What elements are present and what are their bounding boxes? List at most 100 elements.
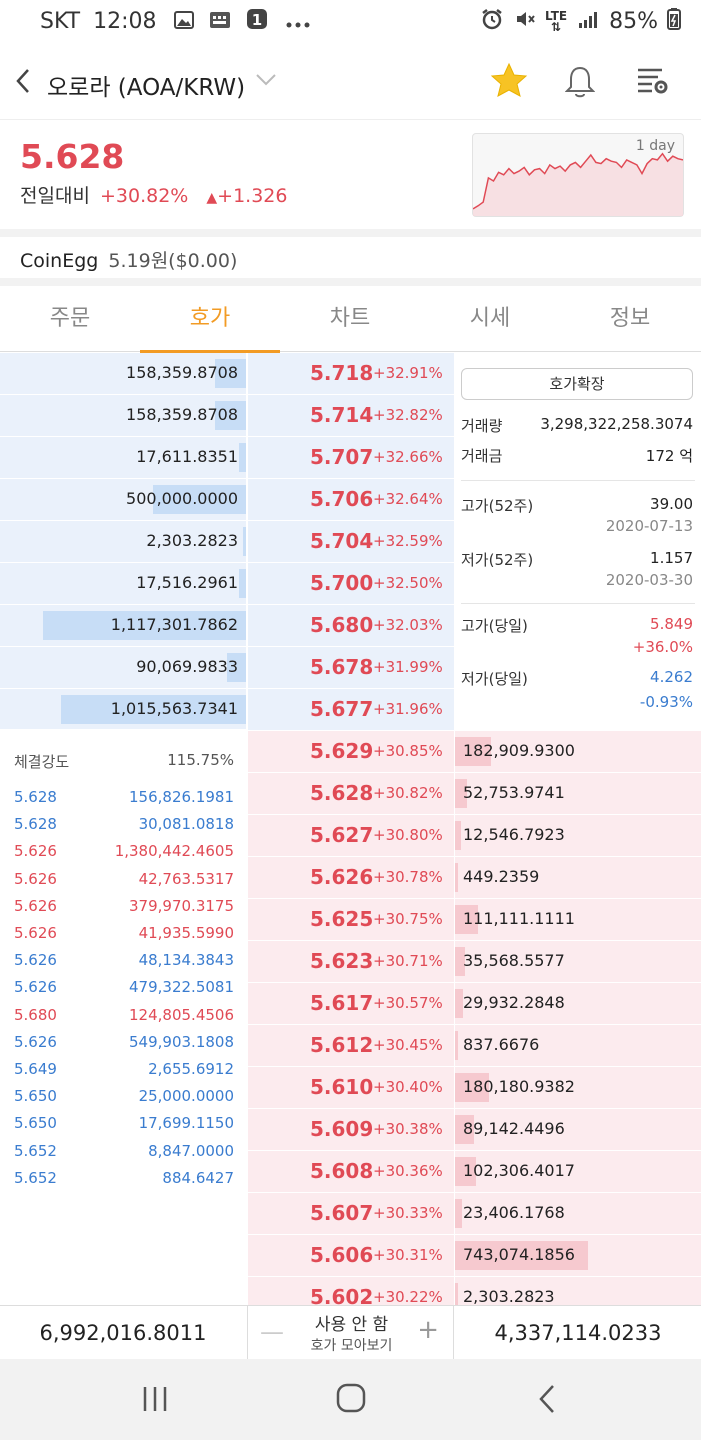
bid-row[interactable]: 5.627 +30.80% 12,546.7923 (248, 815, 701, 857)
bid-qty-cell: 837.6676 (455, 1025, 701, 1066)
amount-value: 172 억 (645, 447, 693, 465)
ask-row[interactable]: 90,069.9833 5.678 +31.99% (0, 647, 455, 689)
tab-orderbook[interactable]: 호가 (140, 286, 280, 353)
trade-qty: 48,134.3843 (138, 951, 234, 970)
sparkline-svg (472, 152, 684, 216)
alarm-button[interactable] (564, 65, 596, 103)
ask-price-cell: 5.704 +32.59% (248, 521, 454, 562)
ask-price: 5.704 (310, 529, 374, 553)
bid-qty-cell: 52,753.9741 (455, 773, 701, 814)
bid-row[interactable]: 5.617 +30.57% 29,932.2848 (248, 983, 701, 1025)
sparkline-area (473, 153, 683, 216)
ask-row[interactable]: 1,117,301.7862 5.680 +32.03% (0, 605, 455, 647)
bid-row[interactable]: 5.606 +30.31% 743,074.1856 (248, 1235, 701, 1277)
bid-row[interactable]: 5.608 +30.36% 102,306.4017 (248, 1151, 701, 1193)
info-divider (461, 480, 695, 481)
orderbook-expand-button[interactable]: 호가확장 (461, 368, 693, 400)
bid-row[interactable]: 5.609 +30.38% 89,142.4496 (248, 1109, 701, 1151)
bid-depth-bar (455, 737, 491, 766)
trade-qty: 1,380,442.4605 (114, 842, 234, 861)
ask-depth-bar (215, 401, 246, 430)
volume-label: 거래량 (461, 417, 503, 435)
bid-pct: +30.38% (373, 1120, 443, 1138)
trade-history-panel: 체결강도 115.75% 5.628 156,826.1981 5.628 30,08… (0, 729, 247, 1305)
tab-market[interactable]: 시세 (469, 306, 511, 331)
bid-depth-bar (455, 1199, 462, 1228)
ask-qty-cell: 158,359.8708 (0, 353, 246, 394)
bid-row[interactable]: 5.628 +30.82% 52,753.9741 (248, 773, 701, 815)
price-summary: 5.628 전일대비 +30.82% ▲+1.326 1 day (0, 121, 701, 229)
ask-row[interactable]: 158,359.8708 5.714 +32.82% (0, 395, 455, 437)
sparkline-line (472, 152, 684, 210)
trade-row: 5.650 17,699.1150 (0, 1114, 247, 1141)
ask-row[interactable]: 158,359.8708 5.718 +32.91% (0, 353, 455, 395)
trade-qty: 2,655.6912 (148, 1060, 234, 1078)
ask-pct: +32.64% (373, 490, 443, 508)
low52-label: 저가(52주) (461, 551, 534, 569)
trade-price: 5.626 (14, 896, 57, 915)
ask-row[interactable]: 17,516.2961 5.700 +32.50% (0, 563, 455, 605)
trade-price: 5.652 (14, 1141, 57, 1160)
bid-depth-bar (455, 821, 461, 850)
bid-total: 4,337,114.0233 (494, 1321, 662, 1345)
ask-qty-cell: 158,359.8708 (0, 395, 246, 436)
bid-depth-bar (455, 779, 467, 808)
bid-price-cell: 5.609 +30.38% (248, 1109, 454, 1150)
ask-row[interactable]: 17,611.8351 5.707 +32.66% (0, 437, 455, 479)
ask-qty-cell: 2,303.2823 (0, 521, 246, 562)
trade-qty: 549,903.1808 (129, 1032, 234, 1051)
trade-row: 5.626 42,763.5317 (0, 870, 247, 897)
bid-qty: 102,306.4017 (463, 1161, 575, 1180)
trade-qty: 25,000.0000 (138, 1087, 234, 1106)
volume-value: 3,298,322,258.3074 (540, 415, 693, 433)
ask-total: 6,992,016.8011 (39, 1321, 207, 1345)
back-button[interactable] (10, 66, 40, 96)
aggregate-mode[interactable]: 사용 안 함 (314, 1315, 389, 1335)
sparkline-chart[interactable]: 1 day (472, 133, 684, 217)
bid-price-cell: 5.623 +30.71% (248, 941, 454, 982)
chevron-down-icon[interactable] (255, 72, 277, 91)
bid-row[interactable]: 5.610 +30.40% 180,180.9382 (248, 1067, 701, 1109)
tab-order[interactable]: 주문 (49, 306, 91, 331)
ask-pct: +32.66% (373, 448, 443, 466)
bid-row[interactable]: 5.607 +30.33% 23,406.1768 (248, 1193, 701, 1235)
bid-qty: 12,546.7923 (463, 825, 565, 844)
bid-pct: +30.85% (373, 742, 443, 760)
ask-qty: 2,303.2823 (146, 531, 238, 550)
trade-qty: 42,763.5317 (138, 869, 234, 888)
bid-qty: 23,406.1768 (463, 1203, 565, 1222)
trade-row: 5.626 41,935.5990 (0, 924, 247, 951)
bid-depth-bar (455, 1283, 458, 1305)
nav-back-button[interactable] (536, 1383, 560, 1419)
trade-row: 5.626 549,903.1808 (0, 1033, 247, 1060)
current-price: 5.628 (20, 137, 125, 176)
page-title[interactable]: 오로라 (AOA/KRW) (47, 75, 246, 101)
tab-chart[interactable]: 차트 (329, 306, 371, 331)
recent-apps-button[interactable] (140, 1385, 170, 1417)
bid-row[interactable]: 5.623 +30.71% 35,568.5577 (248, 941, 701, 983)
back-arrow-icon (16, 69, 29, 93)
home-button[interactable] (336, 1383, 366, 1417)
bid-price-cell: 5.612 +30.45% (248, 1025, 454, 1066)
app-header: 오로라 (AOA/KRW) (0, 44, 701, 120)
exchange-name: CoinEgg (20, 250, 99, 272)
ask-row[interactable]: 500,000.0000 5.706 +32.64% (0, 479, 455, 521)
tab-bar: 주문 호가 차트 시세 정보 (0, 286, 701, 353)
ask-row[interactable]: 1,015,563.7341 5.677 +31.96% (0, 689, 455, 731)
settings-button[interactable] (636, 66, 670, 100)
decrease-button[interactable]: — (260, 1318, 284, 1346)
increase-button[interactable]: + (417, 1315, 439, 1345)
ask-depth-bar (239, 569, 246, 598)
trade-qty: 41,935.5990 (138, 924, 234, 942)
bell-icon (564, 66, 596, 98)
bid-row[interactable]: 5.602 +30.22% 2,303.2823 (248, 1277, 701, 1305)
bid-row[interactable]: 5.625 +30.75% 111,111.1111 (248, 899, 701, 941)
ask-row[interactable]: 2,303.2823 5.704 +32.59% (0, 521, 455, 563)
bid-row[interactable]: 5.629 +30.85% 182,909.9300 (248, 731, 701, 773)
bid-pct: +30.45% (373, 1036, 443, 1054)
bid-pct: +30.22% (373, 1288, 443, 1305)
tab-info[interactable]: 정보 (609, 306, 651, 331)
favorite-star-button[interactable] (490, 62, 528, 104)
bid-row[interactable]: 5.626 +30.78% 449.2359 (248, 857, 701, 899)
bid-row[interactable]: 5.612 +30.45% 837.6676 (248, 1025, 701, 1067)
